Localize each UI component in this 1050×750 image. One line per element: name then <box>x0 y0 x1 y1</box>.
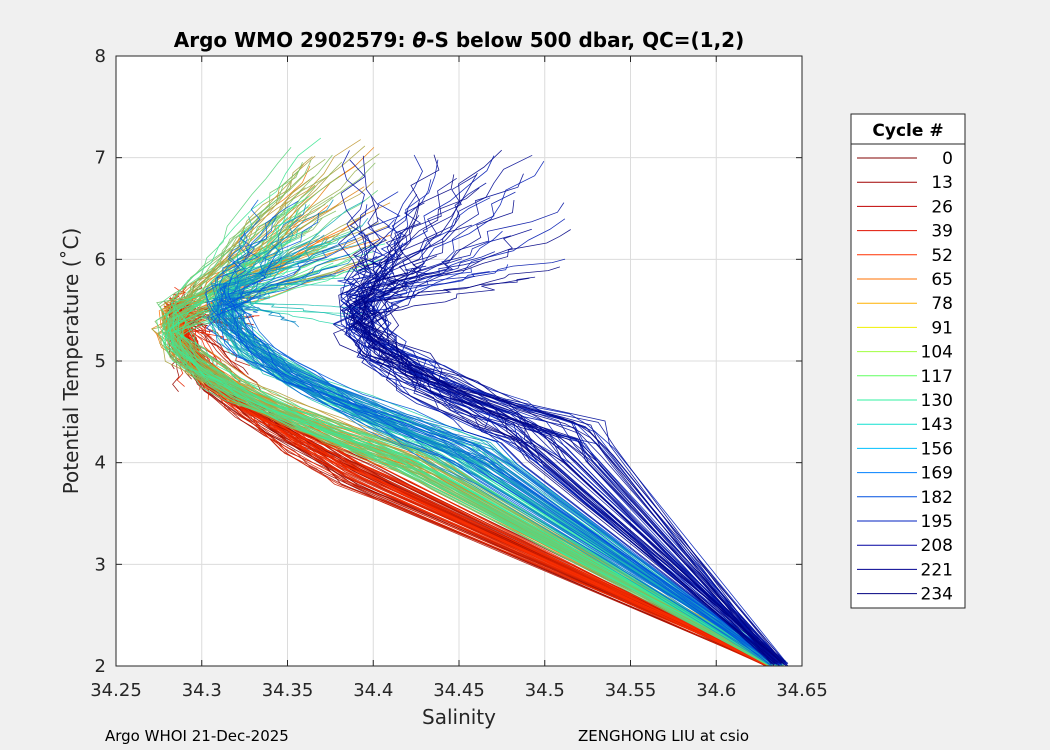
profile-line <box>358 276 782 664</box>
profile-line <box>227 199 781 666</box>
x-tick-label: 34.25 <box>90 680 142 701</box>
profile-line <box>162 259 781 664</box>
legend-label: 78 <box>931 294 953 314</box>
y-tick-label: 8 <box>95 46 106 67</box>
chart-title: Argo WMO 2902579: θ-S below 500 dbar, QC… <box>174 28 744 52</box>
legend-label: 182 <box>921 488 953 508</box>
legend: Cycle # 0 13 26 39 52 65 78 91 104 117 130 143 156 16… <box>850 113 966 609</box>
x-tick-label: 34.35 <box>262 680 314 701</box>
x-tick-label: 34.45 <box>433 680 485 701</box>
profile-line <box>332 214 782 664</box>
profile-line <box>204 215 771 663</box>
profile-line <box>352 172 775 665</box>
profile-line <box>333 174 784 664</box>
legend-label: 195 <box>921 512 953 532</box>
y-tick-label: 2 <box>95 656 106 677</box>
profile-line <box>205 253 773 667</box>
profile-line <box>157 207 770 666</box>
axis-ticks: 34.25 34.3 34.35 34.4 34.45 34.5 34.55 34.6 34.6… <box>90 46 828 701</box>
profile-line <box>175 306 765 663</box>
profile-line <box>211 200 774 666</box>
profile-line <box>359 154 779 663</box>
legend-label: 26 <box>931 197 953 217</box>
profile-line <box>349 232 775 666</box>
y-tick-label: 4 <box>95 453 106 474</box>
y-axis-label: Potential Temperature (˚C) <box>59 228 83 495</box>
profile-line <box>206 234 781 667</box>
y-tick-label: 7 <box>95 148 106 169</box>
profile-line <box>219 269 778 664</box>
x-tick-label: 34.55 <box>605 680 657 701</box>
legend-label: 0 <box>942 149 953 169</box>
legend-title: Cycle # <box>872 121 943 141</box>
profile-line <box>345 265 780 662</box>
profile-line <box>364 266 787 667</box>
profile-line <box>354 235 788 665</box>
y-tick-label: 5 <box>95 351 106 372</box>
x-tick-label: 34.65 <box>776 680 828 701</box>
title-suffix: -S below 500 dbar, QC=(1,2) <box>426 28 744 52</box>
legend-label: 208 <box>921 536 953 556</box>
profile-line <box>351 196 782 665</box>
profile-line <box>345 234 772 665</box>
profile-line <box>378 229 786 663</box>
x-tick-label: 34.4 <box>353 680 393 701</box>
legend-label: 156 <box>921 439 953 459</box>
profile-line <box>363 228 778 663</box>
profile-line <box>229 204 770 662</box>
x-tick-label: 34.6 <box>696 680 736 701</box>
legend-entries: 0 13 26 39 52 65 78 91 104 117 130 143 156 169 182 195 2… <box>857 149 953 605</box>
profile-line <box>338 187 776 664</box>
x-axis-label: Salinity <box>422 705 496 729</box>
legend-label: 13 <box>931 173 953 193</box>
profile-line <box>353 271 779 663</box>
profile-line <box>170 243 782 666</box>
y-tick-label: 3 <box>95 554 106 575</box>
profile-line <box>221 230 784 664</box>
title-theta: θ <box>412 28 426 52</box>
profile-line <box>176 189 776 664</box>
profile-line <box>228 256 785 663</box>
legend-label: 169 <box>921 464 953 484</box>
x-tick-label: 34.3 <box>182 680 222 701</box>
legend-label: 130 <box>921 391 953 411</box>
profile-lines <box>150 137 789 667</box>
legend-label: 52 <box>931 246 953 266</box>
legend-label: 104 <box>921 343 953 363</box>
legend-label: 65 <box>931 270 953 290</box>
profile-line <box>217 245 776 665</box>
legend-label: 221 <box>921 560 953 580</box>
legend-label: 143 <box>921 415 953 435</box>
legend-label: 234 <box>921 585 953 605</box>
profile-line <box>223 217 775 663</box>
legend-label: 39 <box>931 222 953 242</box>
profile-line <box>171 170 774 662</box>
profile-line <box>354 155 776 665</box>
profile-line <box>351 277 778 665</box>
y-tick-label: 6 <box>95 249 106 270</box>
profile-line <box>358 224 775 665</box>
profile-line <box>206 241 780 664</box>
legend-label: 117 <box>921 367 953 387</box>
profile-line <box>340 204 781 665</box>
x-tick-label: 34.5 <box>525 680 565 701</box>
profile-line <box>338 159 774 664</box>
profile-line <box>350 173 777 665</box>
profile-line <box>223 213 774 663</box>
title-prefix: Argo WMO 2902579: <box>174 28 413 52</box>
profile-line <box>352 200 773 664</box>
legend-label: 91 <box>931 318 953 338</box>
profile-line <box>362 159 782 665</box>
profile-line <box>216 274 786 663</box>
footer-left: Argo WHOI 21-Dec-2025 <box>105 727 289 745</box>
profile-line <box>220 283 783 666</box>
legend-box <box>850 113 966 609</box>
footer-right: ZENGHONG LIU at csio <box>578 727 749 745</box>
profile-line <box>218 200 771 665</box>
